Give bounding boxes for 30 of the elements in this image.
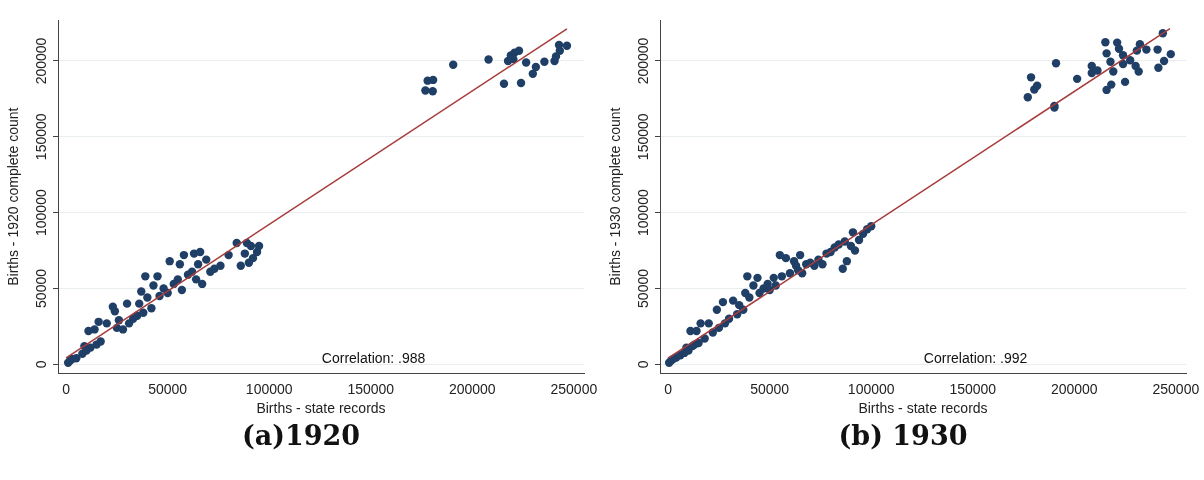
text: (a)1920 [240,420,362,451]
x-axis-title: Births - state records [858,400,988,417]
x-tick-label: 0 [62,380,71,397]
y-tick-label: 200000 [634,37,651,85]
x-tick-label: 100000 [245,380,293,397]
y-tick-label: 150000 [32,113,49,161]
text: (b) 1930 [837,420,969,451]
x-tick-label: 150000 [949,380,997,397]
x-tick-label: 200000 [448,380,496,397]
y-axis-title: Births - 1920 complete count [5,107,22,286]
x-tick-label: 250000 [1152,380,1200,397]
y-tick-label: 100000 [634,189,651,236]
y-tick-label: 0 [32,360,49,369]
y-tick-label: 50000 [32,268,49,308]
x-tick-label: 0 [664,380,673,397]
x-tick-label: 50000 [148,380,188,397]
x-tick-label: 250000 [550,380,598,397]
y-tick-label: 50000 [634,268,651,308]
x-tick-label: 50000 [750,380,790,397]
x-axis-title: Births - state records [256,400,386,417]
x-tick-label: 100000 [847,380,895,397]
x-tick-label: 150000 [347,380,395,397]
y-tick-label: 100000 [32,189,49,236]
annotation: Correlation: .988 [321,350,426,367]
y-axis-title: Births - 1930 complete count [607,107,624,286]
y-tick-label: 150000 [634,113,651,161]
x-tick-label: 200000 [1050,380,1098,397]
y-tick-label: 200000 [32,37,49,85]
annotation: Correlation: .992 [923,350,1028,367]
y-tick-label: 0 [634,360,651,369]
